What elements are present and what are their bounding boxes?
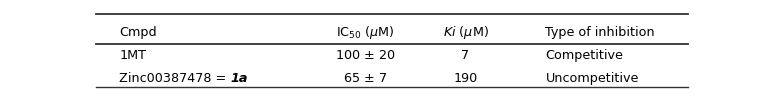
- Text: $\it{Ki}$ ($\mu$M): $\it{Ki}$ ($\mu$M): [442, 24, 488, 41]
- Text: Type of inhibition: Type of inhibition: [545, 26, 655, 39]
- Text: 65 $\pm$ 7: 65 $\pm$ 7: [343, 72, 387, 85]
- Text: 1MT: 1MT: [119, 49, 146, 62]
- Text: 1a: 1a: [231, 72, 248, 85]
- Text: Zinc00387478 =: Zinc00387478 =: [119, 72, 231, 85]
- Text: 100 $\pm$ 20: 100 $\pm$ 20: [335, 49, 395, 62]
- Text: 190: 190: [454, 72, 478, 85]
- Text: Competitive: Competitive: [545, 49, 623, 62]
- Text: Cmpd: Cmpd: [119, 26, 157, 39]
- Text: IC$_{50}$ ($\mu$M): IC$_{50}$ ($\mu$M): [335, 24, 394, 41]
- Text: Uncompetitive: Uncompetitive: [545, 72, 639, 85]
- Text: 7: 7: [461, 49, 470, 62]
